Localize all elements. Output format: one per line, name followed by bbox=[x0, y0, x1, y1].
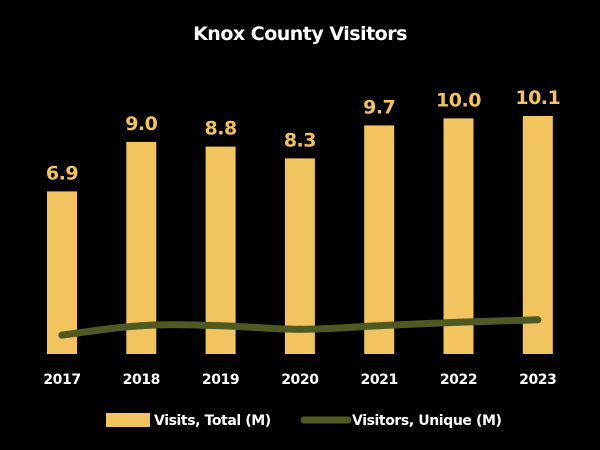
bar-series bbox=[47, 116, 553, 355]
data-label-2019: 8.8 bbox=[205, 118, 237, 140]
legend-label-visitors-unique: Visitors, Unique (M) bbox=[352, 413, 501, 429]
line-point-2018 bbox=[137, 322, 145, 330]
bar-2017 bbox=[47, 191, 77, 354]
bar-2022 bbox=[443, 118, 474, 355]
value-labels: 6.9 9.0 8.8 8.3 9.7 10.0 10.1 bbox=[46, 87, 561, 184]
line-series bbox=[58, 316, 542, 339]
line-point-2019 bbox=[217, 322, 225, 330]
x-tick-label-2021: 2021 bbox=[361, 372, 398, 388]
line-point-2022 bbox=[455, 318, 462, 326]
chart-title: Knox County Visitors bbox=[193, 23, 407, 45]
bar-2020 bbox=[284, 158, 315, 354]
x-tick-label-2022: 2022 bbox=[440, 372, 477, 388]
data-label-2018: 9.0 bbox=[125, 113, 157, 135]
legend-label-visits-total: Visits, Total (M) bbox=[154, 413, 271, 429]
x-tick-label-2019: 2019 bbox=[202, 372, 239, 388]
x-tick-label-2017: 2017 bbox=[43, 372, 80, 388]
line-point-2021 bbox=[375, 322, 383, 330]
bar-2019 bbox=[205, 146, 236, 354]
x-tick-label-2020: 2020 bbox=[281, 372, 319, 388]
line-point-2023 bbox=[534, 316, 542, 324]
line-point-2020 bbox=[296, 325, 304, 333]
data-label-2017: 6.9 bbox=[46, 162, 78, 184]
legend-swatch-visits-total bbox=[106, 413, 150, 427]
x-axis: 2017 2018 2019 2020 2021 2022 2023 bbox=[43, 372, 557, 388]
data-label-2022: 10.0 bbox=[436, 89, 481, 111]
data-label-2023: 10.1 bbox=[515, 87, 560, 109]
x-tick-label-2023: 2023 bbox=[519, 372, 556, 388]
data-label-2021: 9.7 bbox=[363, 96, 395, 118]
legend: Visits, Total (M) Visitors, Unique (M) bbox=[106, 413, 502, 429]
bar-2023 bbox=[522, 116, 553, 354]
bar-2018 bbox=[126, 141, 157, 354]
line-point-2017 bbox=[58, 331, 66, 339]
data-label-2020: 8.3 bbox=[284, 129, 316, 151]
bar-2021 bbox=[364, 125, 395, 355]
x-tick-label-2018: 2018 bbox=[123, 372, 160, 388]
